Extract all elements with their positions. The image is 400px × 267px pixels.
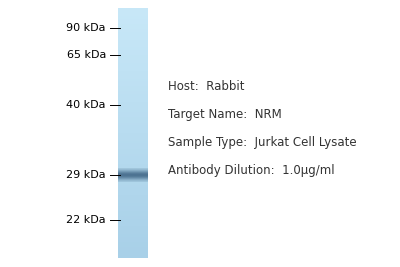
Text: Host:  Rabbit: Host: Rabbit xyxy=(168,80,244,93)
Text: 90 kDa: 90 kDa xyxy=(66,23,106,33)
Text: Sample Type:  Jurkat Cell Lysate: Sample Type: Jurkat Cell Lysate xyxy=(168,136,357,149)
Text: 65 kDa: 65 kDa xyxy=(67,50,106,60)
Text: Antibody Dilution:  1.0μg/ml: Antibody Dilution: 1.0μg/ml xyxy=(168,164,335,177)
Text: Target Name:  NRM: Target Name: NRM xyxy=(168,108,282,121)
Text: 40 kDa: 40 kDa xyxy=(66,100,106,110)
Text: 22 kDa: 22 kDa xyxy=(66,215,106,225)
Text: 29 kDa: 29 kDa xyxy=(66,170,106,180)
